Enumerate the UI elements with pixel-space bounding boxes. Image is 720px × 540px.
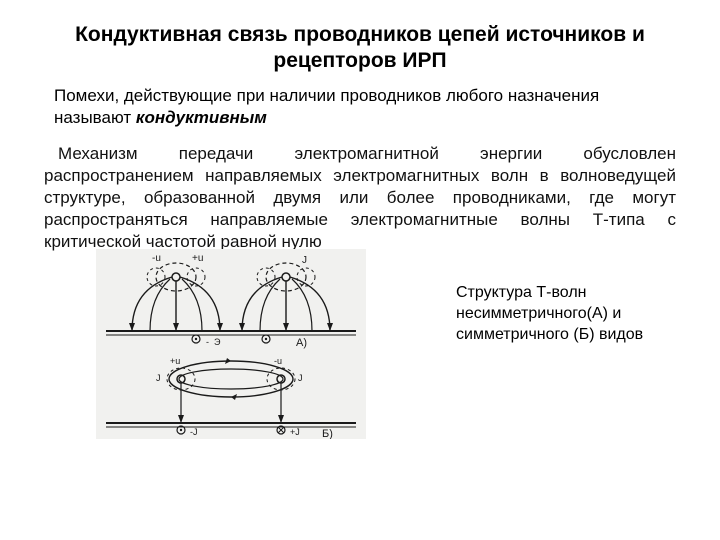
svg-text:-: -: [206, 337, 209, 347]
label-j-b2: J: [298, 373, 303, 383]
label-panel-b: Б): [322, 428, 333, 439]
label-plus-j-b: +J: [290, 427, 300, 437]
figure-caption: Структура Т-волн несимметричного(А) и си…: [456, 283, 646, 345]
label-j-b1: J: [156, 373, 161, 383]
figure-diagram: -u +u J Э - А): [96, 249, 366, 439]
label-plus-u-b: +u: [170, 356, 180, 366]
label-j-a: J: [302, 255, 307, 266]
body-paragraph: Механизм передачи электромагнитной энерг…: [44, 143, 676, 253]
label-minus-u-a: -u: [152, 253, 161, 264]
intro-term: кондуктивным: [136, 108, 267, 127]
label-minus-j-b: -J: [190, 427, 198, 437]
slide: Кондуктивная связь проводников цепей ист…: [0, 0, 720, 540]
intro-text: Помехи, действующие при наличии проводни…: [54, 85, 676, 129]
label-plus-u-a: +u: [192, 253, 203, 264]
slide-title: Кондуктивная связь проводников цепей ист…: [44, 22, 676, 75]
label-panel-a: А): [296, 337, 307, 349]
label-minus-e-a: Э: [214, 337, 221, 347]
label-minus-u-b: -u: [274, 356, 282, 366]
figure-block: -u +u J Э - А): [96, 249, 676, 439]
twave-diagram-svg: -u +u J Э - А): [96, 249, 366, 439]
